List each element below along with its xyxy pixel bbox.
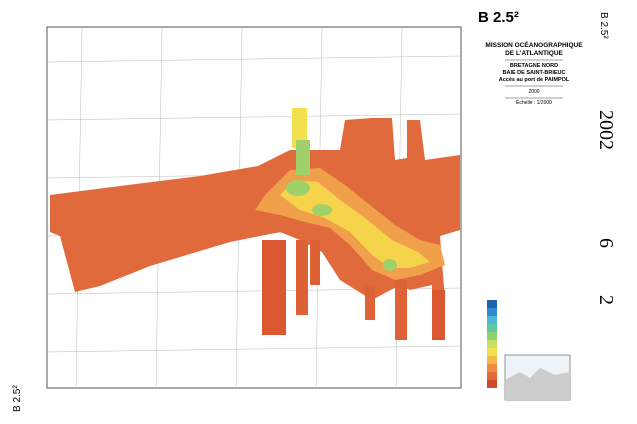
survey-track (432, 290, 445, 340)
mission-title: DE L'ATLANTIQUE (505, 50, 563, 57)
legend-swatch (487, 332, 497, 340)
grid-line (46, 55, 462, 63)
survey-track (365, 285, 375, 320)
shoal (280, 180, 430, 268)
depth-legend (487, 300, 497, 388)
channel (312, 204, 332, 216)
legend-swatch (487, 316, 497, 324)
legend-swatch (487, 348, 497, 356)
subject: Accès au port de PAIMPOL (499, 77, 570, 83)
inset-land (505, 368, 570, 400)
survey-area (50, 118, 460, 300)
survey-track (395, 280, 407, 340)
survey-track (296, 140, 310, 175)
scale: Échelle : 1/2000 (516, 99, 552, 106)
bottom-code: B 2.5² (12, 385, 23, 412)
year: 2000 (528, 89, 539, 95)
bay: BAIE DE SAINT-BRIEUC (503, 70, 566, 76)
legend-swatch (487, 380, 497, 388)
bathymetry (50, 108, 460, 340)
legend-swatch (487, 300, 497, 308)
margin-year: 2002 (595, 110, 617, 150)
side-code: B 2.5² (598, 12, 609, 39)
channel (286, 180, 310, 196)
survey-track (296, 240, 308, 315)
grid-line (46, 345, 462, 353)
legend-swatch (487, 364, 497, 372)
survey-track (310, 240, 320, 285)
survey-track (292, 108, 307, 148)
legend-swatch (487, 356, 497, 364)
grid-line (46, 113, 462, 121)
sheet-code: B 2.5² (478, 9, 519, 26)
mission-title: MISSION OCÉANOGRAPHIQUE (485, 40, 583, 49)
survey-track (262, 240, 286, 335)
legend-swatch (487, 324, 497, 332)
grid (46, 26, 462, 389)
legend-swatch (487, 372, 497, 380)
legend-swatch (487, 340, 497, 348)
margin-number: 2 (595, 295, 617, 305)
channel (383, 259, 397, 271)
legend-swatch (487, 308, 497, 316)
region: BRETAGNE NORD (510, 63, 558, 69)
margin-number: 6 (595, 238, 617, 248)
